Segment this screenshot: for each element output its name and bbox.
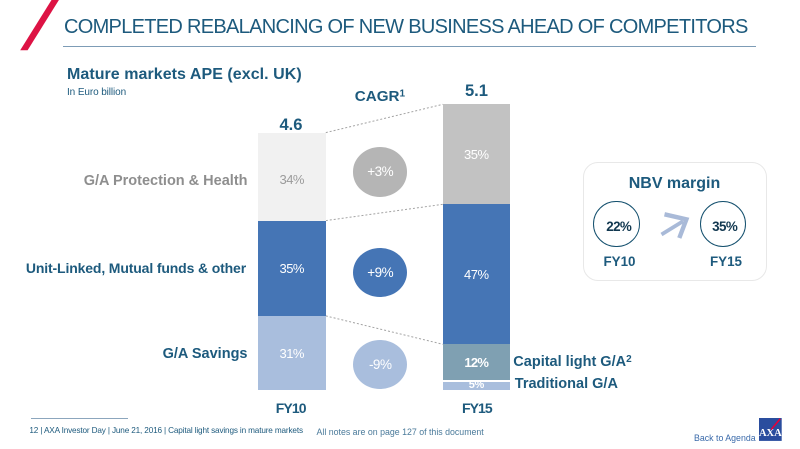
svg-text:AXA: AXA <box>759 428 782 439</box>
